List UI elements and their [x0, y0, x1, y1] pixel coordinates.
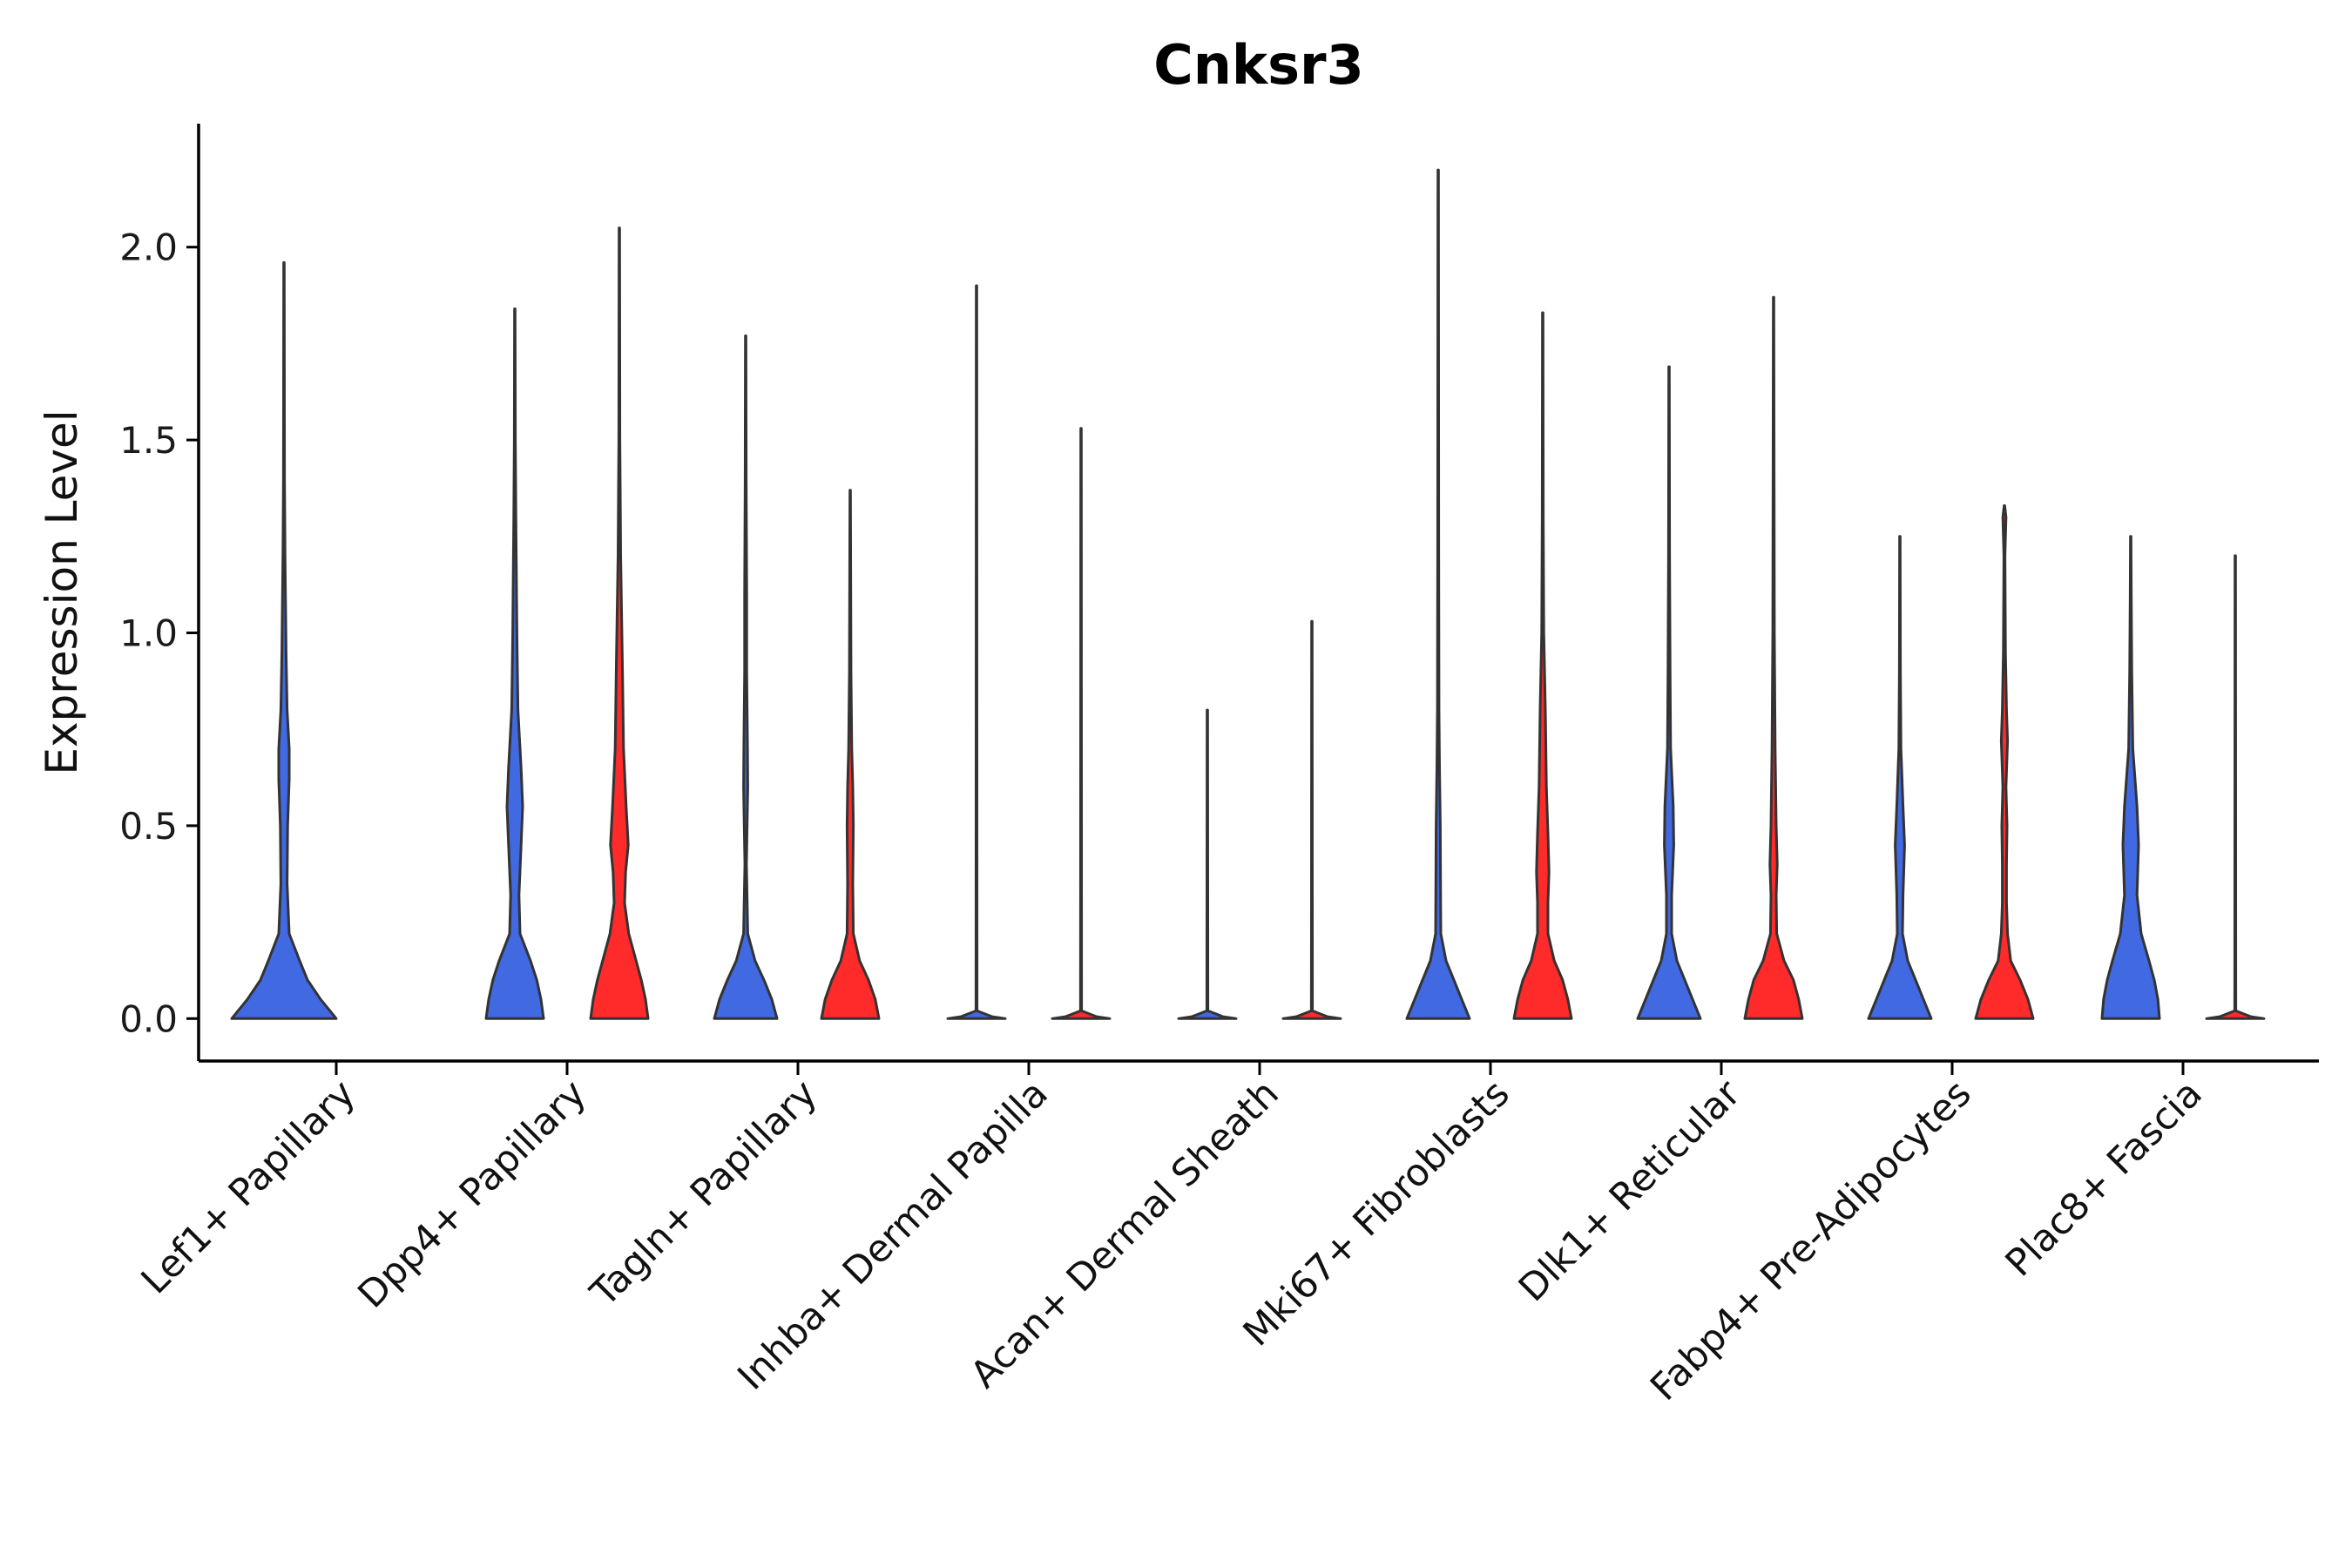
x-tick-label-mki67-fibroblasts: Mki67+ Fibroblasts [1235, 1071, 1518, 1355]
y-ticks: 0.0 0.5 1.0 1.5 2.0 [119, 226, 199, 1040]
y-tick-label: 2.0 [119, 226, 178, 269]
x-tick-label-dpp4-papillary: Dpp4+ Papillary [350, 1071, 595, 1316]
violin-mki67-fibroblasts-group2 [1512, 311, 1573, 1020]
violin-dlk1-reticular-group2 [1743, 295, 1804, 1020]
violin-plac8-fascia-group1 [2100, 535, 2161, 1020]
x-tick-label-tagln-papillary: Tagln+ Papillary [582, 1071, 826, 1315]
violin-plac8-fascia-group2 [2205, 554, 2266, 1020]
y-tick-label: 1.5 [119, 419, 178, 462]
x-tick-label-dlk1-reticular: Dlk1+ Reticular [1511, 1071, 1749, 1310]
violin-tagln-papillary-group1 [713, 335, 779, 1020]
violin-tagln-papillary-group2 [820, 489, 881, 1020]
violin-dpp4-papillary-group1 [484, 308, 545, 1020]
violin-acan-dermal-sheath-group1 [1177, 708, 1238, 1020]
y-axis-label: Expression Level [37, 409, 87, 774]
violin-fabp4-pre-adipocytes-group2 [1974, 504, 2035, 1020]
violin-inhba-dermal-papilla-group1 [946, 284, 1007, 1020]
violin-dpp4-papillary-group2 [589, 226, 650, 1020]
chart-title: Cnksr3 [1153, 33, 1364, 97]
x-tick-label-plac8-fascia: Plac8+ Fascia [1997, 1071, 2211, 1285]
x-tick-label-lef1-papillary: Lef1+ Papillary [133, 1071, 364, 1302]
violin-lef1-papillary-group1 [230, 260, 338, 1020]
violin-mki67-fibroblasts-group1 [1405, 168, 1471, 1020]
violins-layer [230, 168, 2266, 1020]
violin-acan-dermal-sheath-group2 [1281, 619, 1342, 1020]
violin-dlk1-reticular-group1 [1636, 365, 1702, 1020]
violin-inhba-dermal-papilla-group2 [1051, 427, 1112, 1020]
violin-fabp4-pre-adipocytes-group1 [1867, 535, 1933, 1020]
y-tick-label: 0.5 [119, 805, 178, 848]
y-tick-label: 1.0 [119, 612, 178, 654]
y-tick-label: 0.0 [119, 997, 178, 1040]
